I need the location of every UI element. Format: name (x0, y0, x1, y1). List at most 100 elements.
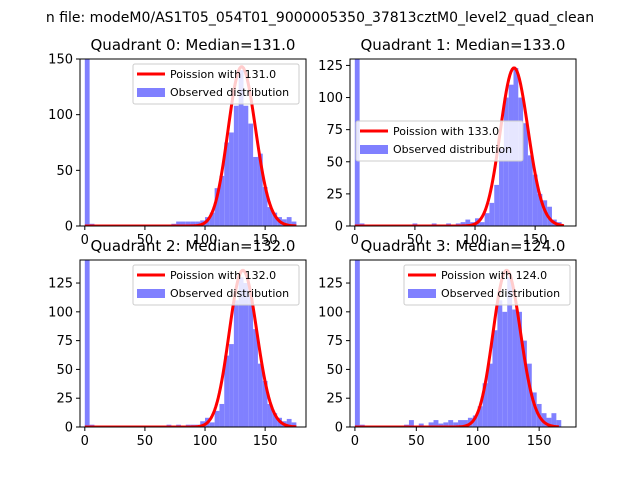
histogram-bar (185, 221, 191, 226)
histogram-bar (521, 340, 527, 427)
x-tick-label: 0 (81, 233, 89, 248)
legend: Poission with 132.0 Observed distribution (132, 264, 300, 306)
histogram-bar (453, 422, 459, 427)
histogram-bar (84, 260, 90, 427)
y-tick-label: 0 (65, 421, 73, 436)
histogram-bar (433, 420, 439, 427)
axes-frame (79, 259, 307, 428)
y-tick-label: 0 (335, 220, 343, 235)
histogram-bar (262, 187, 268, 226)
histogram-bar (472, 415, 478, 427)
y-tick-label: 50 (326, 363, 343, 378)
y-tick-label: 100 (48, 305, 73, 320)
y-tick-label: 50 (56, 164, 73, 179)
histogram-bar (248, 123, 254, 226)
legend-label: Poission with 131.0 (170, 68, 276, 81)
subplot-title: Quadrant 1: Median=133.0 (361, 36, 566, 54)
histogram-bar (517, 311, 522, 427)
histogram-bar (209, 212, 215, 226)
y-tick-label: 50 (56, 363, 73, 378)
histogram-bar (526, 363, 532, 427)
histogram-bar (229, 132, 234, 226)
histogram-bar (286, 217, 292, 226)
subplot-2: 0 50 100 150 0 25 50 75 100 125 Quadrant 2: Median… (48, 237, 307, 449)
x-tick-label: 100 (463, 233, 488, 248)
y-tick-label: 100 (318, 91, 343, 106)
y-tick-label: 125 (318, 59, 343, 74)
histogram-bar (190, 221, 196, 226)
histogram-bar (291, 422, 297, 427)
legend-bar-swatch (137, 289, 165, 298)
y-tick-label: 25 (326, 392, 343, 407)
histogram-bar (243, 105, 249, 226)
histogram-bar (551, 413, 557, 427)
x-tick-label: 50 (137, 233, 154, 248)
legend-label: Observed distribution (441, 287, 560, 300)
x-tick-label: 150 (253, 434, 278, 449)
histogram-bar (219, 403, 225, 427)
legend: Poission with 133.0 Observed distribution (355, 120, 524, 162)
x-tick-label: 0 (351, 434, 359, 449)
histogram-bar (224, 142, 230, 226)
histogram-bar (219, 175, 225, 226)
histogram-bar (487, 363, 493, 427)
y-tick-label: 50 (326, 155, 343, 170)
histogram-bar (229, 344, 234, 427)
histogram-bar (532, 174, 538, 226)
x-tick-label: 150 (253, 233, 278, 248)
y-tick-label: 125 (48, 277, 73, 292)
histogram-bar (518, 97, 524, 226)
legend-bar-swatch (360, 145, 388, 154)
histogram-bar (209, 422, 215, 427)
y-tick-label: 25 (56, 392, 73, 407)
histogram-bar (233, 105, 239, 226)
legend: Poission with 131.0 Observed distribution (132, 63, 300, 105)
legend-bar-swatch (408, 289, 436, 298)
histogram-bar (224, 355, 230, 427)
x-tick-label: 100 (193, 434, 218, 449)
histogram-bar (267, 207, 273, 226)
y-tick-label: 75 (326, 123, 343, 138)
histogram-bar (262, 380, 268, 427)
histogram-bar (497, 300, 503, 427)
histogram-bar (527, 155, 533, 226)
histogram-bar (494, 184, 500, 226)
histogram-bar (238, 70, 244, 226)
histogram-bar (484, 213, 490, 226)
histogram-bar (428, 422, 434, 427)
histogram-bar (448, 420, 454, 427)
histogram-bar (291, 221, 297, 226)
histogram-bar (253, 156, 258, 226)
y-tick-label: 0 (335, 421, 343, 436)
y-tick-label: 75 (56, 334, 73, 349)
subplot-0: 0 50 100 150 0 50 100 150 Quadrant 0: Median=131… (48, 36, 307, 248)
subplot-3: 0 50 100 150 0 25 50 75 100 125 Quadrant 3: Median… (318, 237, 577, 449)
histogram-bar (523, 123, 528, 226)
histogram-bar (492, 330, 498, 427)
figure-suptitle: n file: modeM0/AS1T05_054T01_9000005350_… (46, 10, 594, 26)
axes-frame (349, 58, 577, 227)
histogram-bar (257, 363, 263, 427)
y-tick-label: 0 (65, 220, 73, 235)
histogram-bar (257, 153, 263, 226)
histogram-bar (354, 260, 360, 427)
legend: Poission with 124.0 Observed distribution (403, 264, 571, 306)
histogram-bar (248, 294, 254, 427)
histogram-bar (465, 219, 471, 226)
histogram-bar (272, 413, 278, 427)
subplot-title: Quadrant 3: Median=124.0 (361, 237, 566, 255)
histogram-bar (460, 222, 466, 226)
histogram-bar (272, 212, 278, 226)
x-tick-label: 50 (408, 434, 425, 449)
legend-bar-swatch (137, 88, 165, 97)
y-tick-label: 150 (48, 53, 73, 68)
histogram-bar (531, 392, 537, 427)
histogram-bar (195, 221, 201, 226)
histogram-bar (499, 148, 504, 226)
legend-label: Poission with 124.0 (441, 269, 547, 282)
histogram-bars (354, 260, 562, 427)
x-tick-label: 50 (137, 434, 154, 449)
histogram-bar (477, 406, 483, 427)
histogram-bar (503, 97, 509, 226)
